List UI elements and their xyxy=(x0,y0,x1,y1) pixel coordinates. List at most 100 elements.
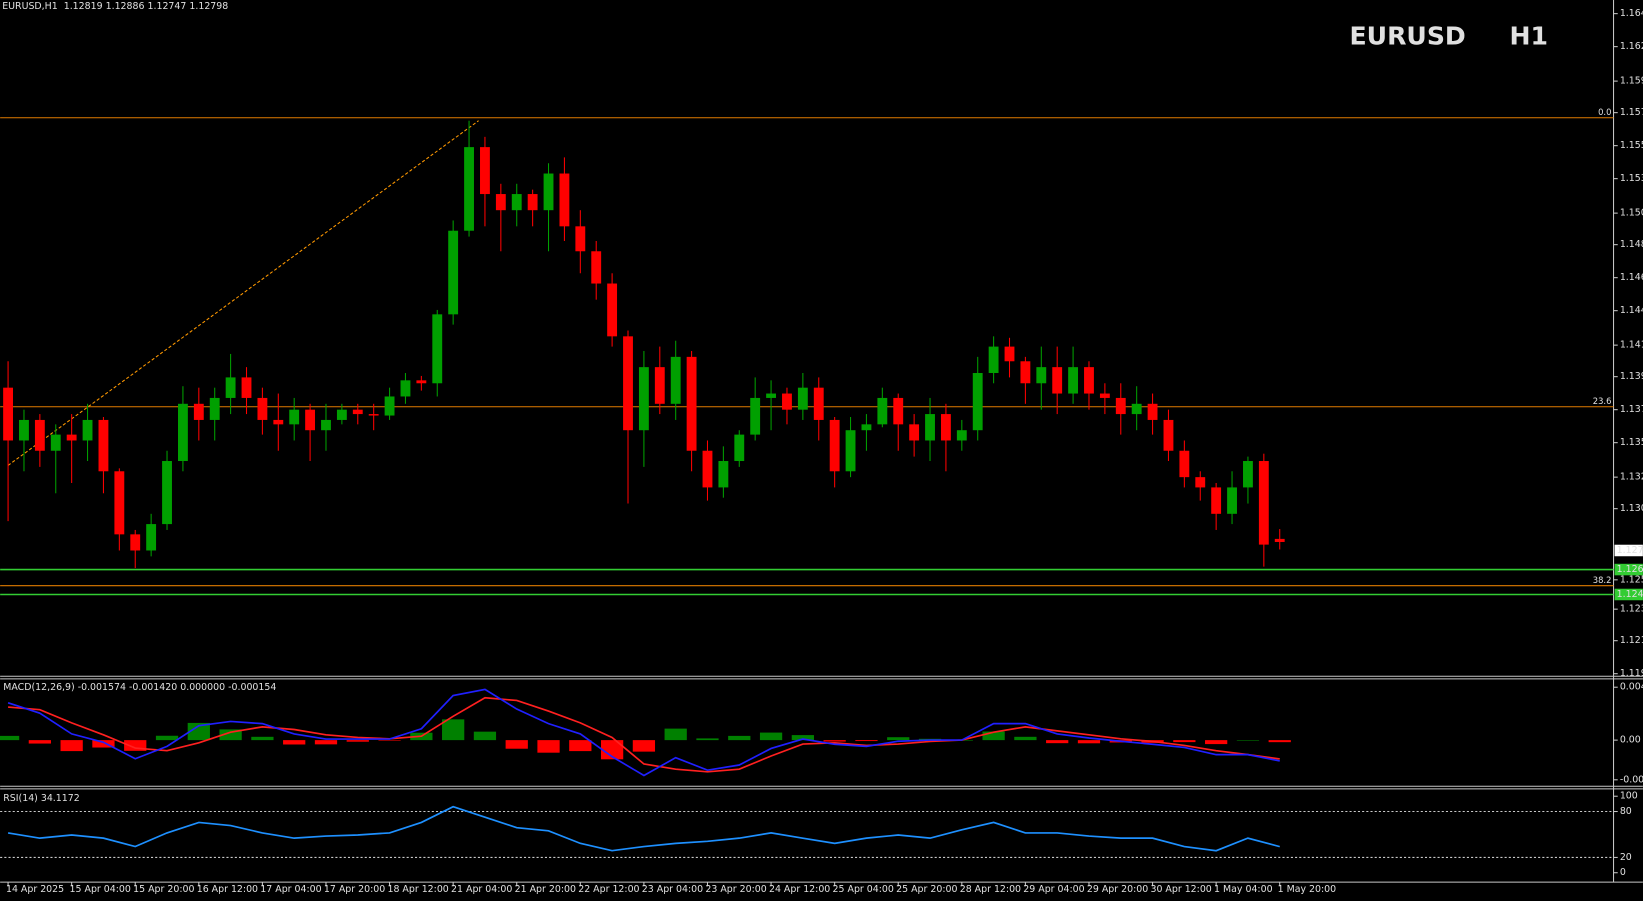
x-tick-label: 28 Apr 12:00 xyxy=(960,884,1021,895)
candle-body xyxy=(925,414,935,441)
macd-histogram-bar xyxy=(887,737,910,741)
candle-body xyxy=(416,380,427,384)
macd-signal-line xyxy=(8,696,1280,773)
macd-histogram-bar xyxy=(442,719,465,741)
x-tick-label: 23 Apr 04:00 xyxy=(642,884,703,895)
x-tick-label: 14 Apr 2025 xyxy=(6,884,64,895)
candle-body xyxy=(543,173,554,211)
candle-body xyxy=(273,419,284,425)
candle-body xyxy=(1004,346,1015,362)
x-tick-label: 15 Apr 20:00 xyxy=(133,884,194,895)
candle-body xyxy=(19,419,29,441)
macd-histogram-bar xyxy=(982,731,1005,741)
y-tick-label: 80 xyxy=(1620,806,1632,817)
candle-body xyxy=(432,314,443,384)
x-tick-label: 22 Apr 12:00 xyxy=(578,884,639,895)
macd-histogram-bar xyxy=(378,740,401,741)
candle-body xyxy=(1274,538,1285,542)
y-tick-label: 1.137 xyxy=(1620,404,1643,415)
x-tick-label: 17 Apr 20:00 xyxy=(324,884,385,895)
macd-histogram-bar xyxy=(124,740,147,751)
candle-body xyxy=(877,397,888,425)
x-tick-label: 1 May 20:00 xyxy=(1278,884,1337,895)
x-tick-label: 25 Apr 04:00 xyxy=(833,884,894,895)
candle-body xyxy=(1084,367,1094,394)
y-tick-label: 1.155 xyxy=(1620,140,1643,151)
candle-body xyxy=(1211,487,1222,514)
macd-main-line xyxy=(7,688,1280,777)
x-tick-label: 15 Apr 04:00 xyxy=(70,884,131,895)
candle-body xyxy=(321,419,331,431)
candle-body xyxy=(1020,361,1031,384)
macd-histogram-bar xyxy=(28,740,51,744)
candle-body xyxy=(607,283,618,337)
candle-body xyxy=(1163,419,1174,451)
candle-body xyxy=(400,380,411,397)
candle-body xyxy=(813,387,824,420)
y-tick-label: 1.123 xyxy=(1620,604,1643,615)
candle-body xyxy=(1179,450,1190,478)
fibo-label: 38.2 xyxy=(1593,575,1612,585)
x-tick-label: 16 Apr 12:00 xyxy=(197,884,258,895)
y-tick-label: 1.119 xyxy=(1620,668,1643,679)
y-tick-label: 1.159 xyxy=(1620,76,1643,87)
chart-title: EURUSD H1 xyxy=(1350,22,1549,51)
candle-body xyxy=(1195,477,1206,488)
macd-histogram-bar xyxy=(632,740,656,752)
macd-histogram-bar xyxy=(855,740,878,742)
fibo-label: 23.6 xyxy=(1593,396,1612,406)
candle-body xyxy=(1115,397,1126,415)
macd-histogram-bar xyxy=(60,740,83,752)
candle-body xyxy=(988,346,999,374)
candle-body xyxy=(480,147,490,195)
y-tick-label: 1.130 xyxy=(1620,503,1643,514)
candle-body xyxy=(34,419,45,451)
macd-histogram-bar xyxy=(791,735,814,741)
candle-body xyxy=(638,367,649,431)
candle-body xyxy=(146,524,157,551)
y-tick-label: -0.003 xyxy=(1620,774,1643,785)
y-tick-label: 1.121 xyxy=(1620,635,1643,646)
candle-body xyxy=(1147,403,1158,420)
candle-body xyxy=(1227,487,1237,514)
macd-histogram-bar xyxy=(473,731,497,741)
candle-body xyxy=(495,194,506,211)
candle-body xyxy=(956,430,967,441)
candle-body xyxy=(384,396,395,416)
candle-body xyxy=(1131,403,1142,415)
macd-histogram-bar xyxy=(569,740,592,752)
macd-histogram-bar xyxy=(0,735,20,741)
x-tick-label: 29 Apr 04:00 xyxy=(1023,884,1084,895)
y-tick-label: 0.00 xyxy=(1620,735,1641,746)
macd-histogram-bar xyxy=(759,732,783,741)
candle-body xyxy=(845,430,856,472)
y-tick-label: 100 xyxy=(1620,791,1638,802)
macd-histogram-bar xyxy=(155,735,179,741)
macd-histogram-bar xyxy=(187,722,210,741)
candle-body xyxy=(1036,367,1047,384)
macd-histogram-bar xyxy=(696,738,719,741)
macd-histogram-bar xyxy=(664,728,687,741)
candle-body xyxy=(909,424,920,441)
candle-body xyxy=(511,194,522,211)
candle-body xyxy=(750,397,761,435)
fibo-label: 0.0 xyxy=(1598,107,1611,117)
x-tick-label: 23 Apr 20:00 xyxy=(705,884,766,895)
candle-body xyxy=(305,409,316,431)
macd-histogram-bar xyxy=(346,740,369,742)
candle-body xyxy=(527,194,538,211)
candle-body xyxy=(702,450,713,488)
candle-body xyxy=(893,397,904,425)
candle-body xyxy=(782,393,792,410)
macd-histogram-bar xyxy=(537,740,560,753)
y-tick-label: 1.162 xyxy=(1620,41,1643,52)
macd-histogram-bar xyxy=(600,740,624,760)
current-price-label: 1.127 xyxy=(1617,545,1643,556)
candle-body xyxy=(623,336,633,431)
rsi-line xyxy=(7,805,1280,852)
x-tick-label: 1 May 04:00 xyxy=(1214,884,1273,895)
macd-histogram-bar xyxy=(219,729,242,741)
candle-body xyxy=(654,367,665,404)
candle-body xyxy=(352,409,363,415)
